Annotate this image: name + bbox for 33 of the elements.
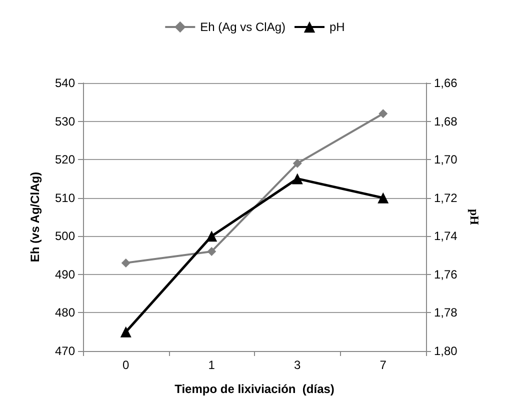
y2-tick-label: 1,76: [434, 267, 458, 282]
point: [206, 230, 218, 242]
point: [292, 173, 303, 184]
x-tick-label: 0: [122, 358, 130, 372]
y-tick-label: 500: [54, 229, 76, 244]
legend-label: pH: [330, 20, 345, 34]
y-tick-label: 520: [54, 152, 76, 167]
y2-axis-title: pH: [467, 208, 482, 226]
x-tick-label: 7: [380, 358, 387, 372]
y-tick-label: 530: [54, 114, 76, 128]
point: [292, 158, 302, 168]
x-tick-label: 1: [208, 358, 216, 372]
x-axis-title: Tiempo de lixiviación (días): [174, 382, 334, 396]
y-tick-label: 490: [54, 267, 76, 282]
y-axis-title: Eh (vs Ag/ClAg): [28, 172, 42, 262]
y2-tick-label: 1,68: [434, 114, 458, 128]
point: [121, 258, 130, 268]
y2-tick-label: 1,70: [434, 152, 458, 167]
point: [207, 246, 216, 256]
point: [378, 109, 388, 118]
y-tick-label: 470: [54, 344, 76, 358]
y2-tick-label: 1,80: [434, 344, 458, 358]
y-tick-label: 540: [54, 76, 76, 90]
y2-tick-label: 1,66: [434, 76, 458, 90]
y2-tick-label: 1,74: [434, 229, 458, 244]
y2-tick-label: 1,72: [434, 190, 458, 205]
y2-tick-label: 1,78: [434, 306, 458, 320]
legend-label: Eh (Ag vs ClAg): [200, 20, 286, 34]
x-tick-label: 3: [294, 358, 302, 372]
y-tick-label: 510: [54, 190, 76, 205]
y-tick-label: 480: [54, 306, 76, 320]
point: [120, 326, 132, 338]
point: [378, 192, 389, 204]
